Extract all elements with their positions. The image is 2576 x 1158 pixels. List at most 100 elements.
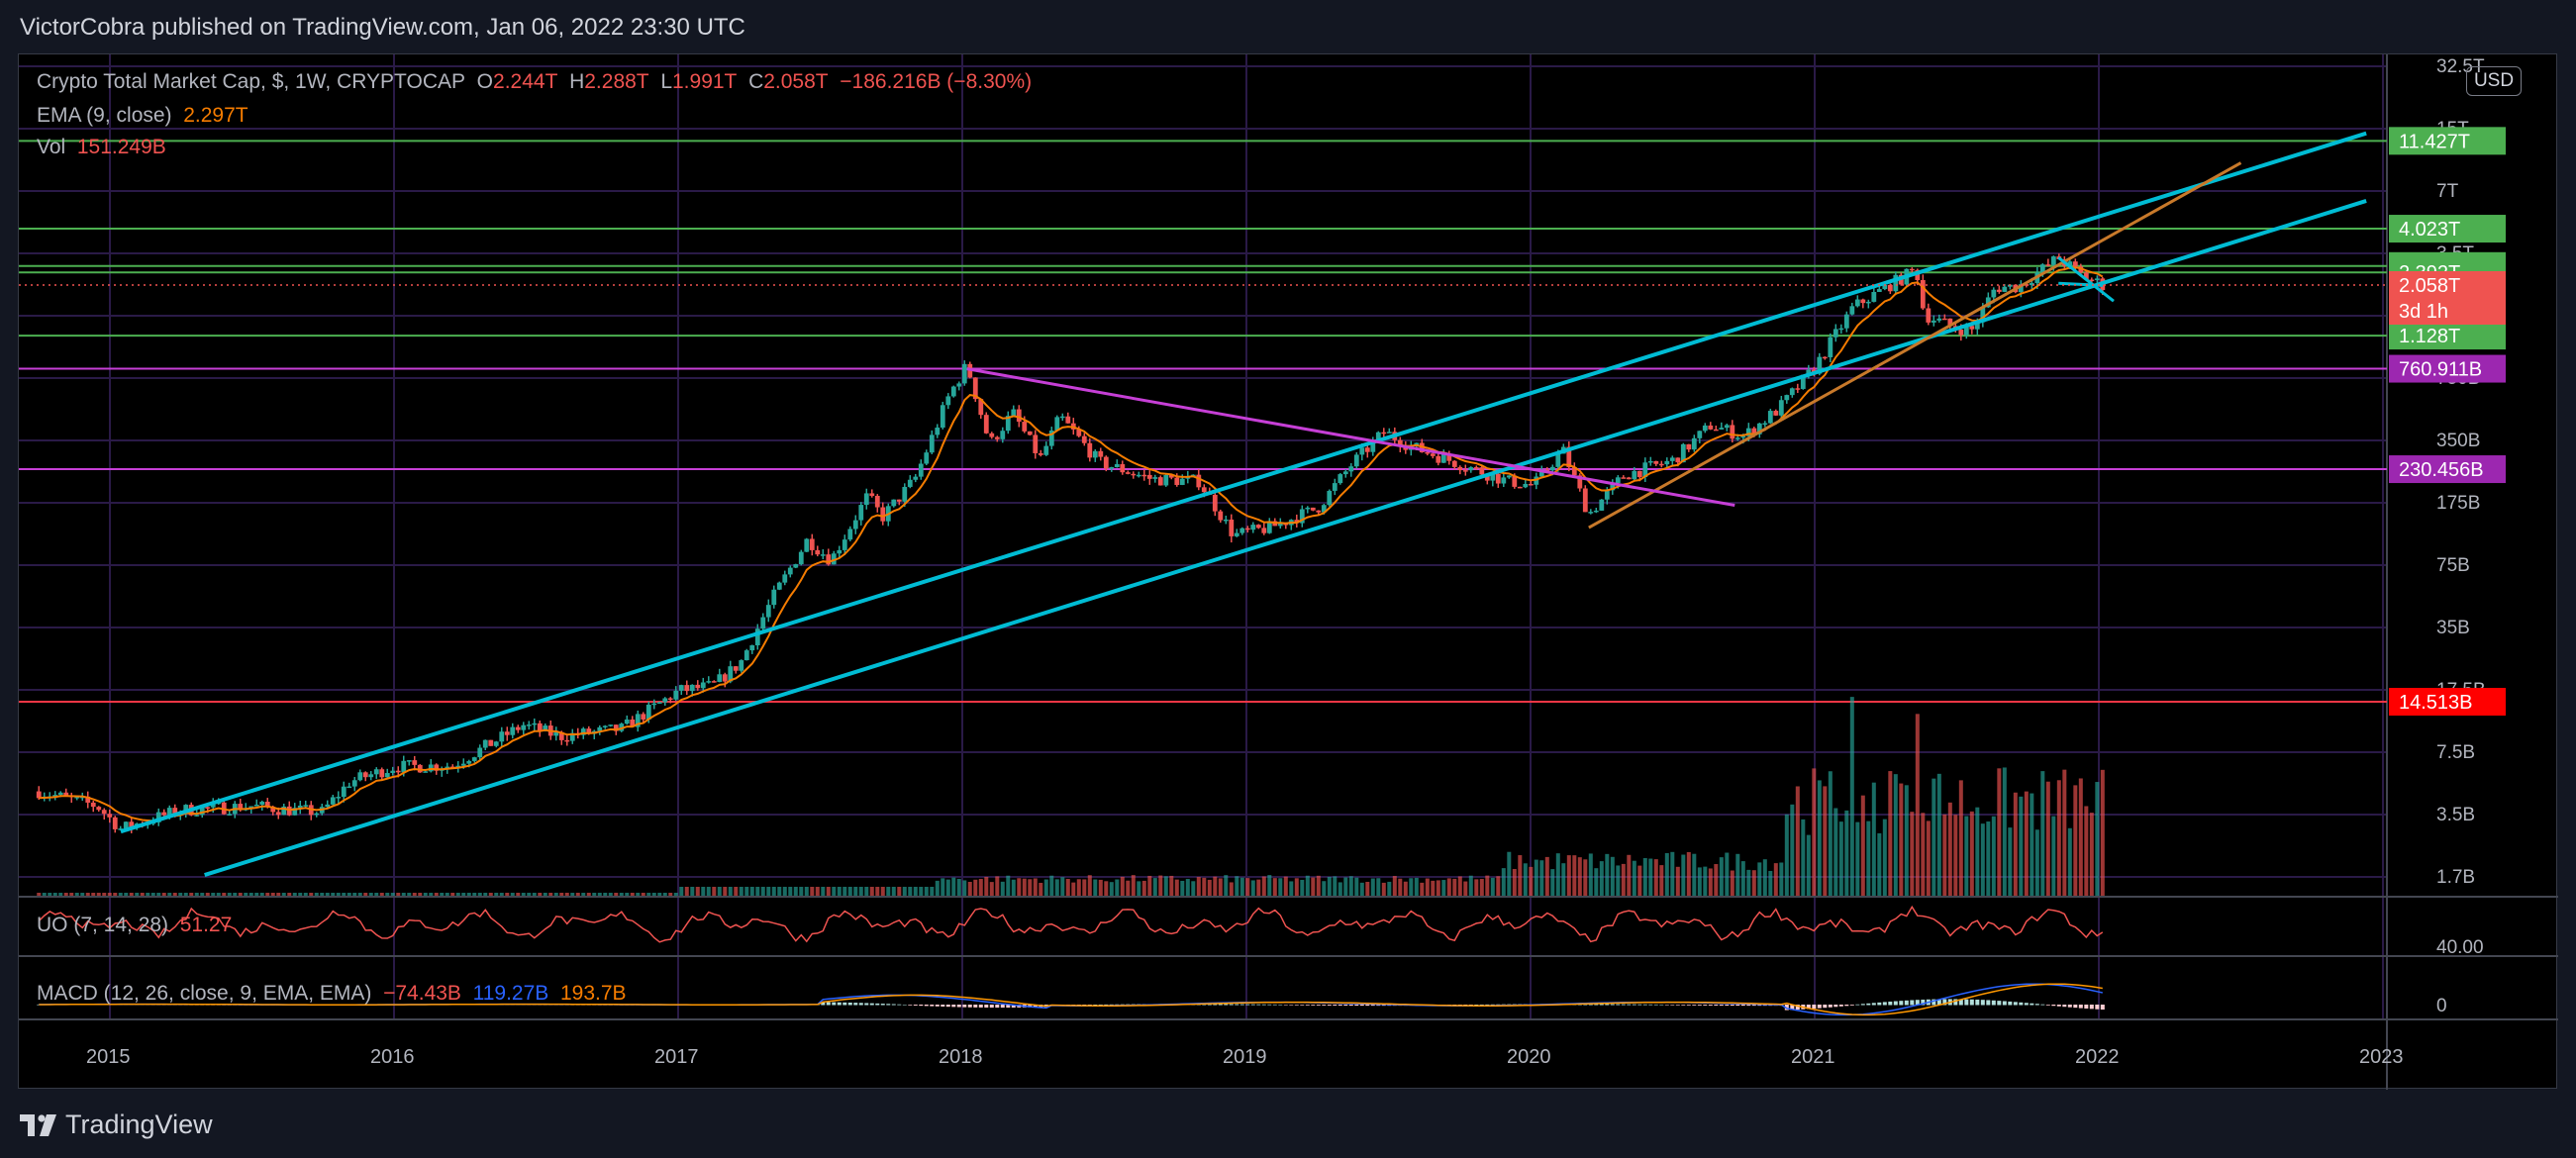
volume-bar	[1860, 795, 1865, 896]
macd-hist-bar	[1795, 1005, 1800, 1011]
macd-hist-bar	[2040, 1004, 2045, 1006]
candle-body	[1353, 454, 1359, 467]
candle-body	[194, 815, 200, 817]
macd-hist-bar	[1975, 999, 1980, 1006]
volume-bar	[309, 893, 314, 896]
volume-bar	[701, 887, 706, 896]
volume-bar	[357, 893, 362, 896]
candle-body	[1048, 431, 1054, 446]
volume-bar	[1594, 868, 1599, 896]
volume-bar	[1866, 820, 1871, 896]
candle-body	[553, 731, 559, 736]
volume-bar	[1740, 861, 1745, 896]
macd-hist-bar	[1932, 999, 1936, 1006]
currency-button[interactable]: USD	[2466, 66, 2522, 96]
candle-body	[1098, 450, 1104, 457]
volume-bar	[42, 893, 47, 896]
candle-body	[1076, 429, 1082, 436]
candle-body	[2029, 283, 2034, 286]
macd-hist-bar	[1958, 999, 1963, 1006]
macd-hist-bar	[1740, 1005, 1745, 1007]
trendline-channel-lower	[204, 199, 2367, 877]
candle-body	[1828, 337, 1833, 357]
macd-hist-bar	[1936, 999, 1941, 1006]
volume-legend: Vol 151.249B	[37, 136, 166, 159]
candle-body	[292, 808, 298, 816]
volume-bar	[292, 893, 297, 896]
volume-bar	[2073, 785, 2078, 896]
volume-bar	[227, 893, 232, 896]
candle-body	[118, 828, 124, 830]
volume-bar	[156, 893, 161, 896]
macd-hist-bar	[1866, 1003, 1871, 1006]
uo-label[interactable]: UO (7, 14, 28)	[37, 914, 169, 936]
candle-body	[2018, 284, 2024, 293]
candle-body	[1582, 488, 1588, 513]
volume-bar	[298, 893, 303, 896]
level-label: 1.128T	[2399, 326, 2460, 347]
volume-bar	[1550, 869, 1555, 896]
volume-bar	[1049, 875, 1054, 896]
volume-bar	[1936, 773, 1941, 896]
candle-body	[771, 589, 777, 606]
volume-bar	[1828, 771, 1833, 896]
volume-bar	[1735, 853, 1740, 896]
macd-tick-label: 0	[2436, 996, 2447, 1016]
volume-bar	[978, 879, 983, 896]
candle-body	[564, 739, 570, 742]
candle-body	[471, 757, 477, 761]
macd-label[interactable]: MACD (12, 26, close, 9, EMA, EMA)	[37, 982, 372, 1005]
volume-bar	[96, 893, 101, 896]
volume-bar	[1932, 778, 1936, 896]
volume-bar	[200, 893, 205, 896]
volume-bar	[1888, 771, 1893, 896]
macd-hist-bar	[1224, 1004, 1229, 1006]
volume-bar	[875, 887, 880, 896]
candle-body	[1647, 460, 1653, 463]
price-chart[interactable]: 32.5T15T7T3.5T1.75T750B350B175B75B35B17.…	[19, 54, 2558, 1090]
candle-body	[227, 814, 233, 816]
volume-bar	[385, 893, 390, 896]
candle-body	[983, 415, 989, 434]
time-tick-label: 2020	[1507, 1046, 1551, 1068]
volume-bar	[281, 893, 286, 896]
candle-body	[602, 725, 608, 727]
candle-body	[428, 764, 434, 772]
volume-bar	[581, 893, 586, 896]
macd-hist-bar	[869, 1003, 874, 1006]
chart-area[interactable]: 32.5T15T7T3.5T1.75T750B350B175B75B35B17.…	[18, 53, 2558, 1090]
symbol-name[interactable]: Crypto Total Market Cap, $, 1W, CRYPTOCA…	[37, 70, 465, 93]
candle-body	[645, 705, 651, 720]
candle-body	[129, 821, 135, 828]
volume-bar	[1065, 879, 1070, 896]
volume-bar	[140, 893, 145, 896]
candle-body	[1833, 329, 1838, 338]
macd-hist-bar	[1893, 1001, 1898, 1006]
ema-label[interactable]: EMA (9, close)	[37, 104, 172, 127]
candle-body	[945, 396, 951, 406]
trendline-channel-upper	[120, 131, 2367, 834]
macd-hist-bar	[1316, 1005, 1321, 1006]
candle-body	[286, 806, 292, 816]
candle-body	[1767, 411, 1773, 424]
macd-hist-bar	[1278, 1004, 1283, 1006]
macd-hist-bar	[1087, 1005, 1092, 1006]
candle-body	[880, 507, 886, 522]
vol-label[interactable]: Vol	[37, 136, 66, 158]
volume-bar	[1311, 877, 1316, 896]
volume-bar	[2100, 769, 2105, 896]
candle-body	[1381, 432, 1387, 434]
candle-body	[1348, 466, 1354, 472]
volume-bar	[1006, 875, 1011, 896]
candle-body	[395, 770, 401, 773]
macd-hist-bar	[1283, 1005, 1288, 1006]
level-label-box	[2389, 688, 2506, 716]
volume-bar	[755, 887, 760, 896]
candle-body	[1430, 453, 1436, 456]
volume-bar	[788, 887, 793, 896]
candle-body	[1876, 289, 1882, 292]
macd-hist-bar	[1098, 1004, 1103, 1006]
volume-bar	[744, 887, 749, 896]
tradingview-logo[interactable]: TradingView	[20, 1110, 213, 1140]
candle-body	[1005, 416, 1011, 432]
